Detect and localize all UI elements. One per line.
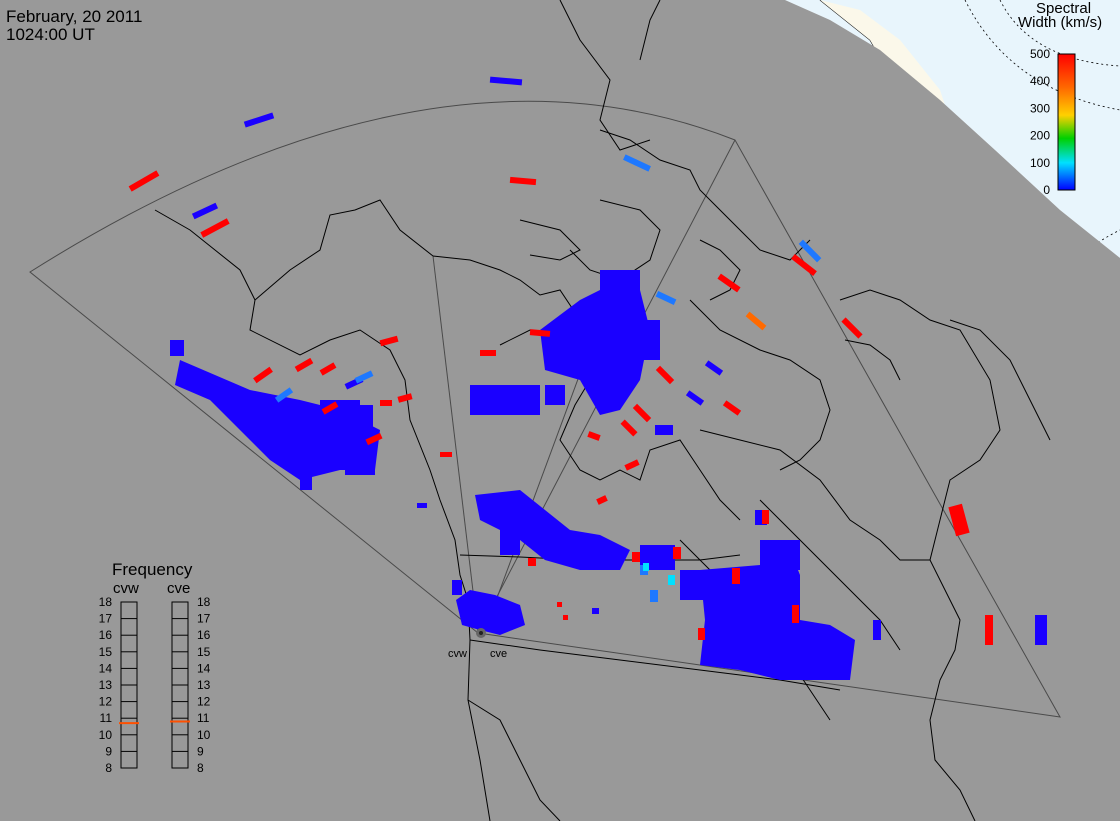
colorbar-ticks: 500 400 300 200 100 0 [1030,47,1050,197]
frequency-tick-left: 10 [99,728,113,742]
frequency-tick-left: 8 [105,761,112,775]
radar-fov [29,100,1061,718]
echo-scatter-cyan [643,563,675,585]
radar-echoes [128,76,1047,680]
frequency-label-cve: cve [167,580,191,597]
colorbar-title-line1: Spectral [1036,0,1092,17]
frequency-tick-right: 11 [197,711,210,725]
frequency-tick-right: 16 [197,628,211,642]
colorbar: 500 400 300 200 100 0 [1030,47,1076,197]
colorbar-tick-label: 0 [1043,183,1050,197]
echo-cluster-prairie [475,490,630,570]
radar-site-center [479,631,483,635]
coastlines [154,0,1051,822]
colorbar-tick-label: 400 [1030,74,1050,88]
frequency-tick-right: 9 [197,744,204,758]
frequency-tick-left: 15 [99,645,113,659]
echo-scatter-orange [745,311,767,331]
colorbar-tick-label: 500 [1030,47,1050,61]
colorbar-tick-label: 300 [1030,101,1050,115]
colorbar-title-line2: Width (km/s) [1018,14,1103,31]
polar-region [785,0,1120,258]
frequency-indicator: 18 18 17 17 16 16 15 15 14 14 13 13 12 12 11 11 10 10 9 9 8 8 [99,595,211,775]
frequency-tick-left: 14 [99,661,113,675]
frequency-tick-right: 14 [197,661,211,675]
beam-boundary-west [432,255,479,634]
echo-cluster-central [470,270,660,415]
date-label: February, 20 2011 [6,7,143,26]
time-label: 1024:00 UT [6,25,95,44]
frequency-tick-right: 17 [197,612,211,626]
frequency-tick-right: 15 [197,645,211,659]
colorbar-tick-label: 100 [1030,156,1050,170]
echo-scatter-red [128,170,993,645]
frequency-tick-left: 16 [99,628,113,642]
frequency-tick-left: 17 [99,612,113,626]
frequency-tick-left: 18 [99,595,113,609]
colorbar-tick-label: 200 [1030,129,1050,143]
site-label-cve: cve [490,648,508,660]
echo-cluster-near-radar [452,580,525,635]
frequency-tick-left: 9 [105,744,112,758]
latitude-circles [939,0,1120,291]
colorbar-gradient [1057,53,1076,191]
site-label-cvw: cvw [448,648,467,660]
frequency-tick-left: 11 [100,711,113,725]
frequency-tick-right: 18 [197,595,211,609]
frequency-tick-right: 10 [197,728,211,742]
frequency-tick-right: 13 [197,678,211,692]
frequency-title: Frequency [112,560,193,579]
frequency-tick-left: 12 [99,695,113,709]
frequency-tick-right: 12 [197,695,211,709]
frequency-tick-left: 13 [99,678,113,692]
echo-scatter-mid [274,154,822,602]
echo-cluster-alaska [170,340,380,490]
frequency-label-cvw: cvw [113,580,139,597]
frequency-tick-right: 8 [197,761,204,775]
